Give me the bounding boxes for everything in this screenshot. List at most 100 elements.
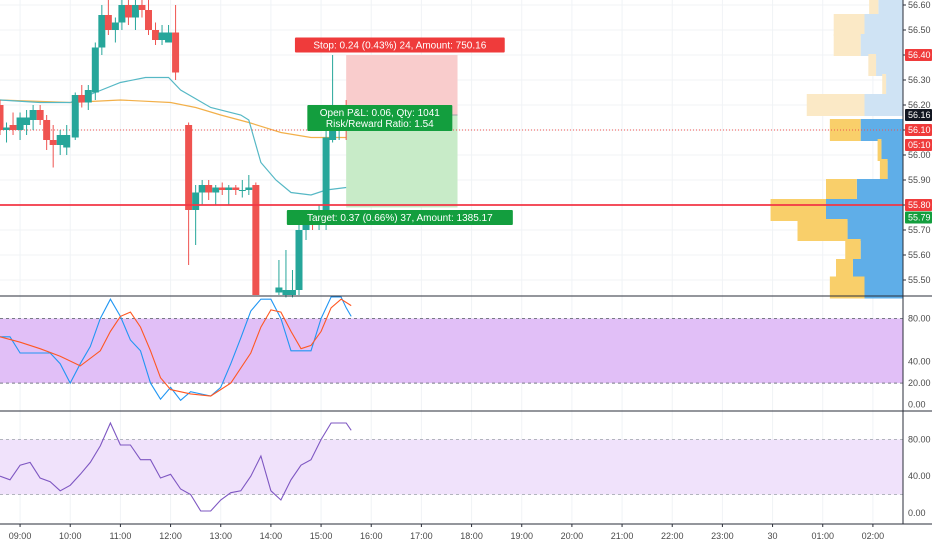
price-tick-label: 55.90	[908, 175, 931, 185]
price-tick-label: 55.60	[908, 250, 931, 260]
price-badge: 55.80	[905, 199, 932, 211]
volume-profile-down-bar	[826, 179, 857, 201]
candle-body[interactable]	[275, 287, 283, 293]
rsi-pane[interactable]	[0, 421, 903, 512]
time-tick-label: 09:00	[9, 531, 32, 541]
candle-body[interactable]	[29, 110, 37, 120]
pnl-label-text: Risk/Reward Ratio: 1.54	[326, 119, 434, 130]
price-badge-text: 56.16	[908, 110, 931, 120]
price-badge: 56.16	[905, 109, 932, 121]
candle-body[interactable]	[232, 187, 240, 191]
candle-body[interactable]	[84, 90, 92, 103]
volume-profile-up-bar	[847, 219, 903, 241]
candle-body[interactable]	[124, 5, 132, 18]
stop-label-text: Stop: 0.24 (0.43%) 24, Amount: 750.16	[313, 41, 486, 52]
rsi-line	[0, 421, 352, 512]
candle-body[interactable]	[158, 32, 166, 41]
candle-body[interactable]	[144, 10, 152, 30]
target-label[interactable]: Target: 0.37 (0.66%) 37, Amount: 1385.17	[286, 210, 513, 225]
candle-body[interactable]	[212, 187, 220, 193]
volume-profile-down-bar	[845, 239, 861, 261]
candle-body[interactable]	[71, 95, 79, 138]
candle-body[interactable]	[91, 47, 99, 93]
volume-profile-down-bar	[829, 119, 861, 141]
price-badge-text: 56.10	[908, 125, 931, 135]
time-tick-label: 21:00	[611, 531, 634, 541]
volume-profile-up-bar	[864, 14, 903, 36]
time-tick-label: 22:00	[661, 531, 684, 541]
price-badge-text: 05:10	[908, 140, 931, 150]
volume-profile-up-bar	[876, 54, 903, 76]
candle-body[interactable]	[165, 32, 173, 43]
target-label-text: Target: 0.37 (0.66%) 37, Amount: 1385.17	[307, 213, 493, 224]
candle-body[interactable]	[218, 187, 226, 191]
candle-body[interactable]	[205, 185, 213, 193]
price-tick-label: 56.50	[908, 25, 931, 35]
candle-body[interactable]	[198, 185, 206, 193]
candle-body[interactable]	[282, 290, 290, 295]
candle-body[interactable]	[0, 105, 4, 130]
stop-label[interactable]: Stop: 0.24 (0.43%) 24, Amount: 750.16	[294, 37, 505, 53]
candle-body[interactable]	[56, 135, 64, 145]
candle-body[interactable]	[118, 5, 126, 23]
candle-body[interactable]	[172, 32, 180, 73]
candle-body[interactable]	[78, 95, 86, 103]
candle-body[interactable]	[104, 15, 112, 30]
candle-body[interactable]	[3, 127, 11, 131]
price-badge-bg	[905, 49, 932, 61]
candle-body[interactable]	[23, 117, 31, 126]
rsi-band	[0, 439, 903, 495]
volume-profile-up-bar	[864, 276, 903, 299]
stoch-d-line	[0, 298, 352, 397]
candle-body[interactable]	[252, 185, 260, 295]
volume-profile-down-bar	[869, 0, 879, 16]
candle-body[interactable]	[138, 5, 146, 10]
candle-body[interactable]	[192, 192, 200, 211]
volume-profile-down-bar	[879, 159, 888, 181]
time-tick-label: 17:00	[410, 531, 433, 541]
price-pane[interactable]: Stop: 0.24 (0.43%) 24, Amount: 750.16 Tar…	[0, 0, 903, 299]
candle-body[interactable]	[131, 5, 139, 18]
candle-body[interactable]	[9, 125, 17, 130]
candle-body[interactable]	[111, 22, 119, 31]
candle-body[interactable]	[43, 120, 51, 140]
candle-body[interactable]	[98, 15, 106, 48]
stoch-tick-label: 0.00	[908, 400, 926, 410]
pnl-label-bg	[307, 105, 453, 131]
volume-profile-down-bar	[833, 14, 865, 36]
candle-body[interactable]	[63, 135, 71, 148]
time-tick-label: 23:00	[711, 531, 734, 541]
volume-profile-down-bar	[868, 54, 877, 76]
time-tick-label: 30	[768, 531, 778, 541]
candle-body[interactable]	[36, 110, 44, 120]
volume-profile-up-bar	[856, 179, 903, 201]
candle-body[interactable]	[225, 187, 233, 191]
candle-body[interactable]	[16, 117, 24, 131]
volume-profile-up-bar	[881, 139, 903, 161]
stochastic-pane[interactable]	[0, 296, 903, 402]
price-badge: 55.79	[905, 211, 932, 224]
candle-body[interactable]	[49, 140, 57, 145]
candle-body[interactable]	[238, 190, 246, 191]
volume-profile-up-bar	[852, 259, 903, 281]
time-tick-label: 16:00	[360, 531, 383, 541]
time-tick-label: 12:00	[159, 531, 182, 541]
price-badge-text: 55.80	[908, 200, 931, 210]
price-tick-label: 56.60	[908, 0, 931, 10]
volume-profile-down-bar	[797, 219, 848, 241]
candle-body[interactable]	[245, 187, 253, 191]
candle-body[interactable]	[288, 290, 296, 295]
candle-body[interactable]	[152, 30, 160, 40]
candle-body[interactable]	[322, 137, 330, 216]
stoch-k-line	[0, 296, 352, 402]
volume-profile-up-bar	[886, 74, 903, 96]
candle-body[interactable]	[295, 230, 303, 290]
rsi-tick-label: 40.00	[908, 471, 931, 481]
pnl-label-text: Open P&L: 0.06, Qty: 1041	[320, 108, 441, 119]
stoch-band	[0, 318, 903, 384]
candle-body[interactable]	[185, 125, 193, 210]
volume-profile-down-bar	[833, 34, 861, 56]
